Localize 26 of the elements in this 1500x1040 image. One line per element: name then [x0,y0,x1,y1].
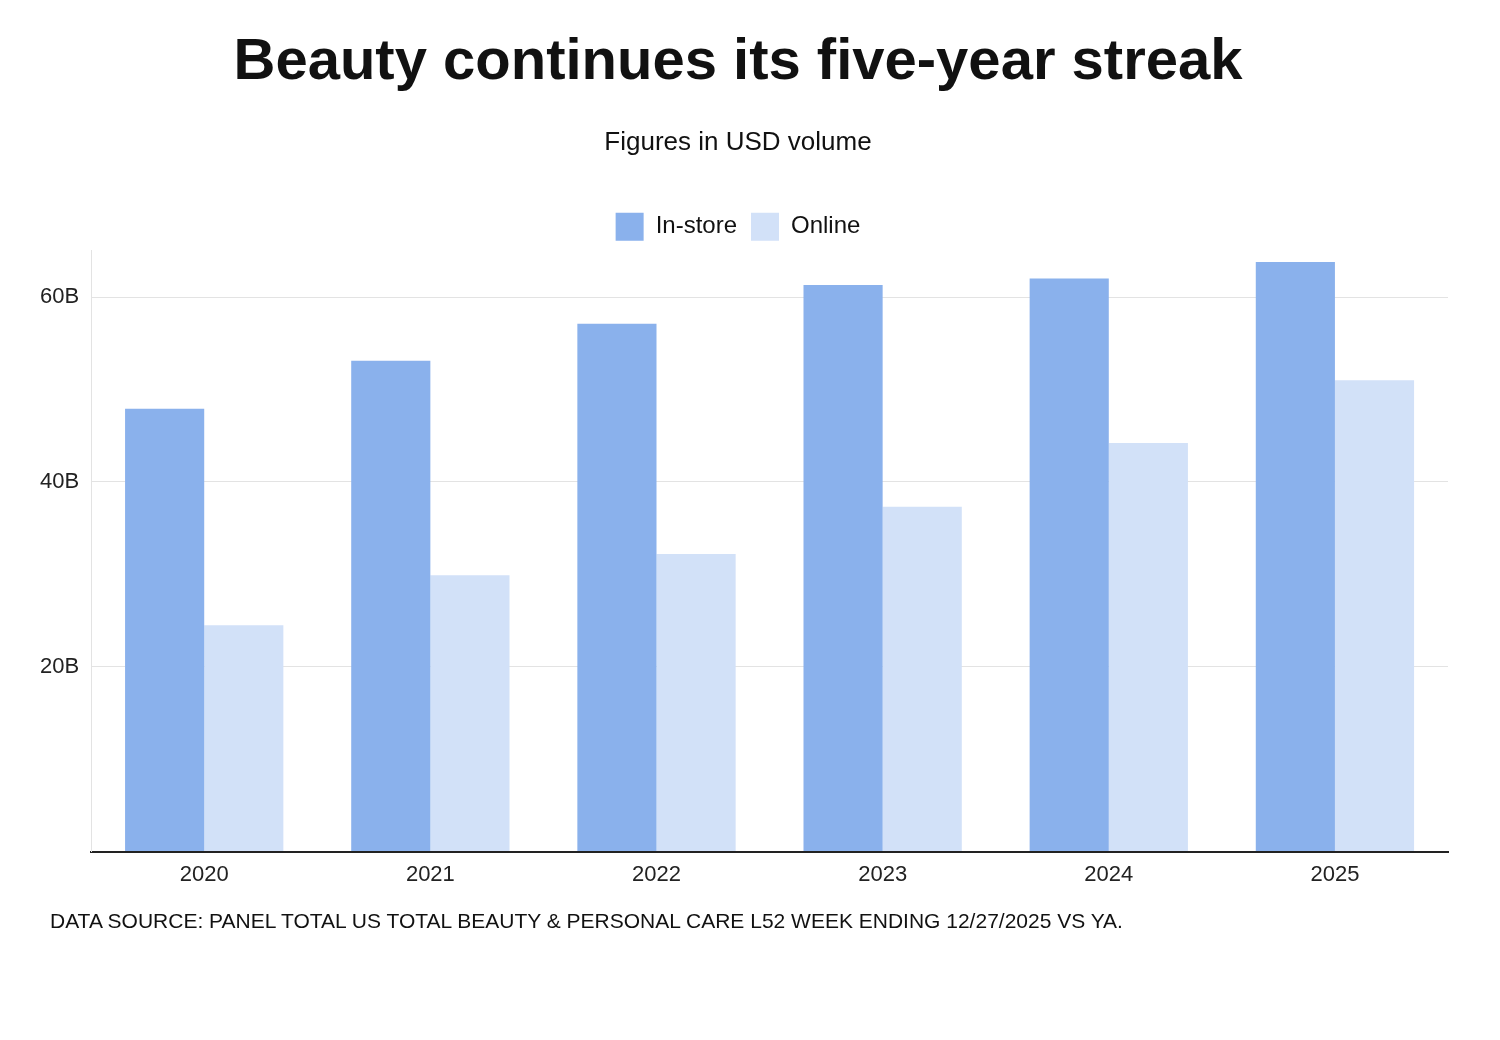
legend-label: In-store [655,211,738,239]
bar [351,360,431,852]
bar [882,506,962,852]
x-tick-label: 2021 [405,860,455,886]
bar [1255,261,1335,852]
legend-label: Online [790,211,861,239]
bar [125,408,205,852]
bar [803,285,883,852]
bar [430,575,510,852]
source-note: DATA SOURCE: PANEL TOTAL US TOTAL BEAUTY & PERSONAL CARE L52 WEEK ENDING 12/27/2025 VS YA. [50,908,1124,934]
chart-title: Beauty continues its five-year streak [233,25,1244,91]
chart-subtitle: Figures in USD volume [604,126,872,157]
bar [1334,380,1415,852]
bar [656,553,736,852]
x-tick-label: 2025 [1310,860,1360,886]
y-tick-label: 60B [39,283,80,309]
x-tick-label: 2024 [1084,860,1134,886]
y-tick-label: 40B [39,467,80,493]
x-tick-label: 2022 [632,860,681,886]
x-tick-label: 2023 [858,860,908,886]
bar [1029,278,1109,852]
bar [204,625,284,852]
y-tick-label: 20B [39,652,80,678]
bar [1108,443,1188,852]
x-tick-label: 2020 [179,860,229,886]
bar [577,323,657,852]
